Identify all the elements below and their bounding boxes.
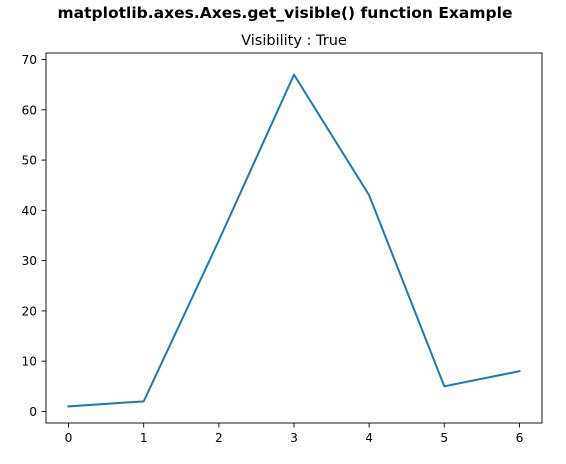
- axes-title: Visibility : True: [241, 33, 347, 49]
- x-tick-label: 0: [65, 431, 73, 445]
- x-tick-label: 3: [290, 431, 298, 445]
- x-tick-label: 6: [516, 431, 524, 445]
- figure-suptitle: matplotlib.axes.Axes.get_visible() funct…: [58, 4, 513, 22]
- x-tick-label: 1: [140, 431, 148, 445]
- x-tick-label: 4: [365, 431, 373, 445]
- y-tick-label: 70: [21, 53, 37, 67]
- y-tick-label: 0: [29, 405, 37, 419]
- y-tick-label: 50: [21, 154, 37, 168]
- y-tick-label: 40: [21, 204, 37, 218]
- y-tick-label: 10: [21, 355, 37, 369]
- y-tick-label: 20: [21, 304, 37, 318]
- y-tick-label: 60: [21, 103, 37, 117]
- x-tick-label: 5: [440, 431, 448, 445]
- x-tick-label: 2: [215, 431, 223, 445]
- y-tick-label: 30: [21, 254, 37, 268]
